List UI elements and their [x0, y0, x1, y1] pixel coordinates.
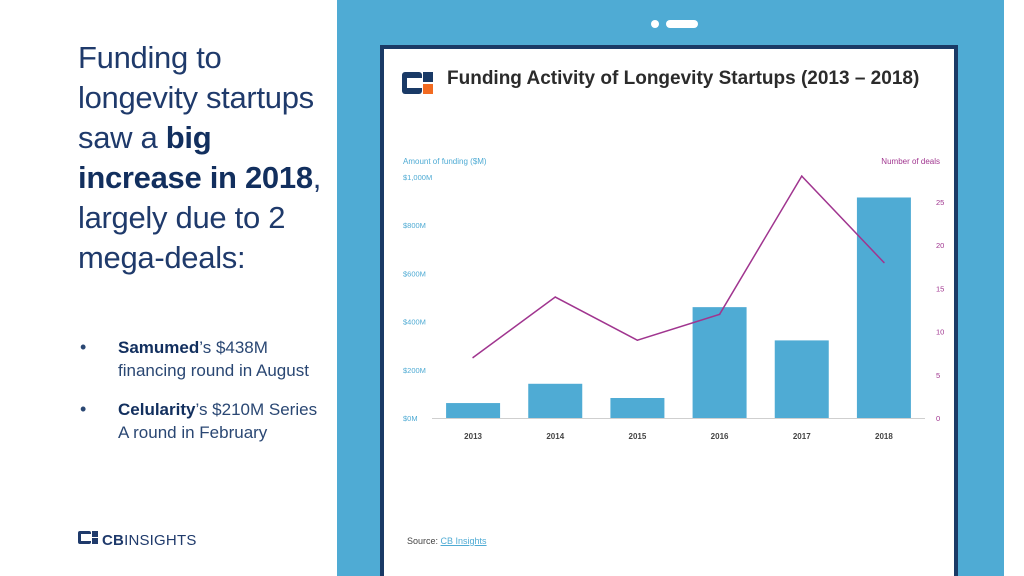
x-tick-label: 2017 — [793, 432, 811, 441]
left-tick-label: $1,000M — [403, 173, 432, 182]
deals-point — [554, 296, 557, 298]
deals-point — [472, 356, 474, 359]
deals-point — [800, 175, 803, 177]
left-tick-label: $600M — [403, 269, 426, 278]
funding-bar — [610, 397, 665, 418]
source-label: Source: — [407, 536, 441, 546]
chart-title: Funding Activity of Longevity Startups (… — [447, 68, 920, 89]
bullet-item-samumed: • Samumed’s $438M financing round in Augu… — [78, 336, 318, 382]
x-tick-label: 2018 — [875, 432, 893, 441]
bullet-text: ’s $210M Series A round in February — [118, 400, 318, 442]
left-tick-label: $0M — [403, 414, 418, 423]
source-note: Source: CB Insights — [407, 536, 487, 546]
bullet-company: Celularity — [118, 400, 196, 419]
bullet-company: Samumed — [118, 338, 200, 357]
right-axis-label: Number of deals — [881, 157, 940, 166]
x-tick-label: 2014 — [546, 432, 564, 441]
deals-point — [883, 261, 885, 264]
funding-bar — [856, 197, 911, 418]
deals-point — [718, 313, 721, 316]
bullet-marker: • — [80, 399, 87, 419]
deals-point — [636, 339, 639, 342]
bullet-list: • Samumed’s $438M financing round in Augu… — [78, 336, 318, 460]
left-axis-label: Amount of funding ($M) — [403, 157, 487, 166]
cbinsights-wordmark: CBINSIGHTS — [102, 532, 197, 549]
bullet-item-celularity: • Celularity’s $210M Series A round in Fe… — [78, 398, 318, 444]
left-panel: Funding to longevity startups saw a big … — [0, 0, 337, 576]
left-tick-label: $200M — [403, 366, 426, 375]
right-tick-label: 0 — [936, 414, 940, 423]
left-tick-label: $400M — [403, 318, 426, 327]
cbinsights-logo-icon — [78, 531, 98, 549]
left-tick-label: $800M — [403, 221, 426, 230]
right-tick-label: 10 — [936, 328, 944, 337]
cbinsights-logo: CBINSIGHTS — [78, 531, 197, 549]
source-link[interactable]: CB Insights — [440, 536, 487, 546]
funding-bar — [446, 403, 501, 418]
bullet-text: ’s $438M financing round in August — [118, 338, 309, 380]
headline-emphasis: big increase in 2018 — [78, 120, 313, 195]
right-tick-label: 20 — [936, 241, 944, 250]
right-tick-label: 15 — [936, 284, 944, 293]
right-tick-label: 5 — [936, 371, 940, 380]
bullet-marker: • — [80, 337, 87, 357]
x-tick-label: 2013 — [464, 432, 482, 441]
funding-bar — [692, 307, 747, 418]
headline-text-start: Funding to longevity startups saw a — [78, 40, 314, 155]
wordmark-insights: INSIGHTS — [124, 531, 197, 549]
cbinsights-chart-logo-icon — [402, 72, 434, 99]
wordmark-cb: CB — [102, 531, 125, 549]
tablet-camera-icon — [651, 20, 659, 28]
right-tick-label: 25 — [936, 198, 944, 207]
x-tick-label: 2016 — [711, 432, 729, 441]
headline: Funding to longevity startups saw a big … — [78, 38, 323, 278]
funding-bar — [774, 340, 829, 418]
x-tick-label: 2015 — [629, 432, 647, 441]
deals-line — [472, 174, 885, 359]
funding-bar — [528, 383, 583, 418]
tablet-speaker-icon — [666, 20, 698, 28]
headline-text-end: , largely due to 2 mega-deals: — [78, 160, 322, 275]
